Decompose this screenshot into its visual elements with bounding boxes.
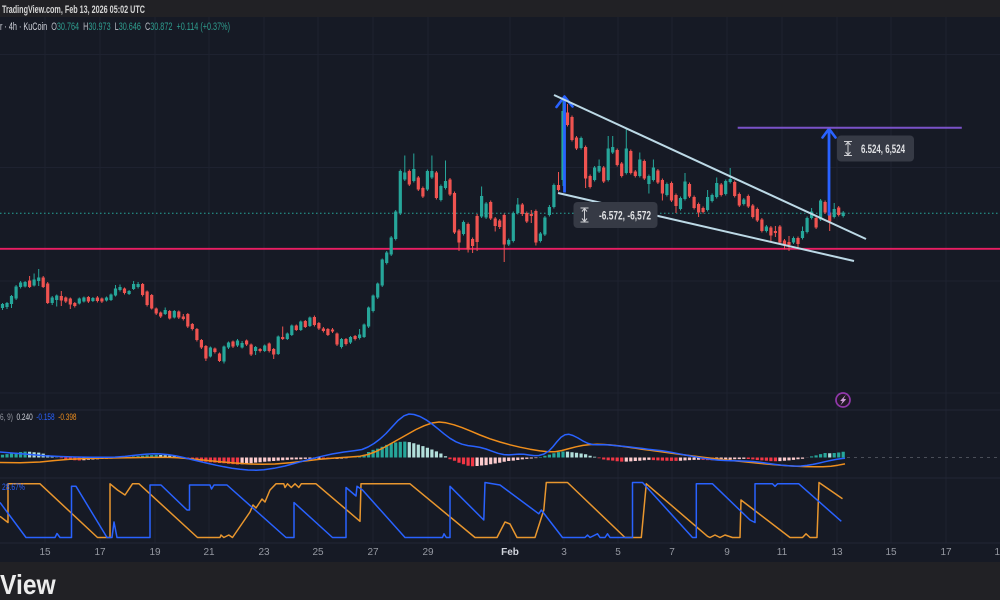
- svg-text:13: 13: [831, 547, 843, 558]
- svg-text:17: 17: [940, 547, 952, 558]
- svg-text:23: 23: [258, 547, 270, 558]
- svg-text:27: 27: [367, 547, 379, 558]
- svg-text:17: 17: [94, 547, 106, 558]
- svg-text:21: 21: [203, 547, 215, 558]
- svg-text:19: 19: [994, 547, 1000, 558]
- svg-text:11: 11: [777, 547, 788, 558]
- svg-text:Feb: Feb: [501, 547, 519, 558]
- svg-text:19: 19: [149, 547, 161, 558]
- svg-text:25: 25: [312, 547, 324, 558]
- svg-text:7: 7: [669, 547, 675, 558]
- svg-text:5: 5: [615, 547, 621, 558]
- svg-text:6.524, 6,524: 6.524, 6,524: [861, 142, 905, 156]
- svg-text:3: 3: [561, 547, 567, 558]
- svg-text:15: 15: [39, 547, 51, 558]
- svg-text:15: 15: [885, 547, 897, 558]
- svg-text:9: 9: [724, 547, 730, 558]
- svg-text:29: 29: [422, 547, 434, 558]
- svg-text:-6.572, -6,572: -6.572, -6,572: [599, 209, 651, 223]
